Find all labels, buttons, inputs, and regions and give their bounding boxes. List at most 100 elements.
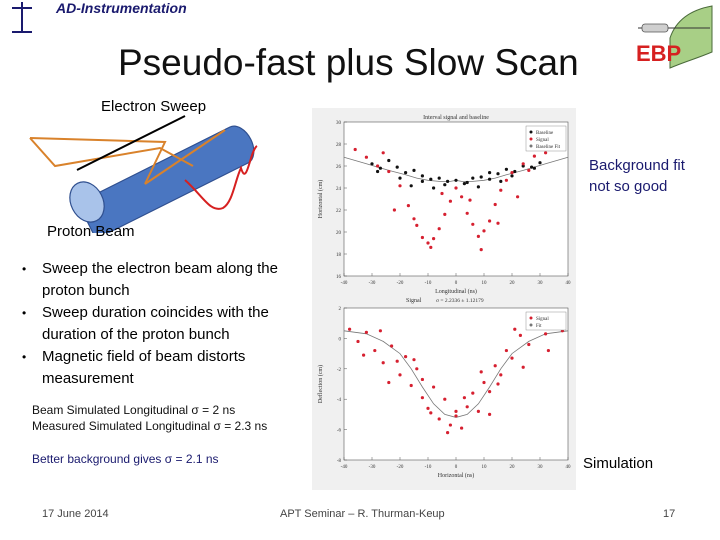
x-tick-label: 10	[482, 465, 488, 470]
data-point	[482, 380, 486, 385]
data-point	[493, 202, 497, 207]
data-point	[420, 174, 424, 178]
fit-label: Signal	[406, 298, 422, 304]
data-point	[496, 382, 500, 386]
data-point	[398, 373, 402, 377]
data-point	[510, 356, 514, 360]
legend-label: Baseline Fit	[536, 145, 561, 150]
bullet-text: Magnetic field of beam distorts measurem…	[42, 348, 246, 387]
plot-svg: -40 -30 -20 -10 0 10 20 30 403028262422201816Int…	[317, 115, 572, 479]
data-point	[420, 377, 424, 382]
data-point	[409, 184, 413, 188]
data-point	[376, 164, 380, 168]
label-background-fit: Background fit not so good	[589, 155, 685, 197]
data-point	[446, 431, 450, 435]
bullet-text: Sweep duration coincides with the durati…	[42, 304, 269, 343]
data-point	[510, 171, 514, 175]
data-point	[460, 195, 464, 199]
data-point	[546, 348, 550, 353]
data-point	[448, 423, 452, 427]
x-tick-label: 10	[482, 281, 488, 286]
data-point	[381, 361, 385, 365]
x-tick-label: 40	[566, 465, 572, 470]
data-point	[395, 359, 399, 363]
data-point	[465, 180, 469, 185]
data-point	[415, 223, 419, 227]
data-point	[465, 211, 469, 215]
data-point	[544, 151, 548, 155]
pointer-arrow	[76, 115, 186, 171]
footer-presenter: APT Seminar – R. Thurman-Keup	[280, 508, 445, 520]
data-point	[387, 158, 391, 163]
x-tick-label: -30	[369, 465, 376, 470]
legend-marker	[529, 316, 533, 320]
ebp-logo-text: EBP	[636, 41, 681, 66]
data-point	[479, 370, 483, 374]
data-point	[465, 405, 469, 409]
data-point	[488, 412, 492, 416]
data-point	[513, 169, 517, 174]
data-point	[440, 191, 444, 196]
data-point	[460, 426, 464, 430]
data-point	[429, 411, 433, 415]
x-axis-label: Horizontal (ns)	[438, 472, 475, 479]
better-background-note: Better background gives σ = 2.1 ns	[32, 452, 219, 466]
plot-area	[343, 307, 569, 461]
bullet-dot-icon: •	[22, 262, 27, 276]
data-point	[521, 164, 525, 168]
legend-label: Signal	[536, 317, 549, 322]
x-tick-label: -10	[425, 465, 432, 470]
data-point	[429, 245, 433, 249]
legend-box	[525, 311, 567, 331]
data-point	[527, 342, 531, 347]
data-point	[496, 221, 500, 225]
data-point	[462, 182, 466, 186]
data-point	[370, 162, 374, 166]
x-axis-label: Longitudinal (ns)	[435, 288, 477, 295]
data-point	[395, 165, 399, 169]
data-point	[530, 165, 534, 169]
data-point	[488, 219, 492, 223]
data-point	[412, 168, 416, 172]
bunch-profile	[184, 145, 258, 210]
data-point	[504, 167, 508, 171]
y-tick-label: -6	[337, 429, 342, 434]
data-point	[387, 380, 391, 385]
data-point	[496, 172, 500, 176]
legend-label: Fit	[536, 324, 542, 329]
data-point	[454, 178, 458, 182]
data-point	[443, 397, 447, 401]
data-point	[538, 161, 542, 165]
data-point	[381, 151, 385, 155]
data-point	[364, 155, 368, 159]
header-mark-icon	[12, 2, 32, 33]
data-point	[448, 199, 452, 203]
data-point	[488, 177, 492, 181]
x-tick-label: 20	[510, 281, 516, 286]
data-point	[437, 227, 441, 231]
data-point	[479, 175, 483, 179]
data-point	[544, 332, 548, 336]
label-simulation: Simulation	[583, 455, 654, 472]
x-tick-label: -40	[341, 281, 348, 286]
legend-marker	[529, 137, 533, 141]
data-point	[493, 364, 497, 368]
bullet-item: • Sweep the electron beam along the proto…	[22, 258, 312, 302]
y-tick-label: 24	[336, 187, 342, 192]
legend-label: Signal	[536, 138, 549, 143]
data-point	[404, 355, 408, 359]
x-tick-label: 30	[538, 465, 544, 470]
footer-date: 17 June 2014	[42, 508, 109, 520]
legend-marker	[529, 144, 533, 148]
plot-panel: -40 -30 -20 -10 0 10 20 30 40 30 28 26 24 22 20 18 16 Int…	[312, 108, 576, 490]
data-point	[364, 330, 368, 334]
data-point	[443, 183, 447, 187]
data-point	[373, 348, 377, 353]
bullet-dot-icon: •	[22, 350, 27, 364]
x-tick-label: -20	[397, 281, 404, 286]
y-tick-label: 26	[336, 165, 342, 170]
bullet-dot-icon: •	[22, 306, 27, 320]
x-tick-label: 40	[566, 281, 572, 286]
data-point	[471, 391, 475, 395]
data-point	[532, 166, 536, 170]
